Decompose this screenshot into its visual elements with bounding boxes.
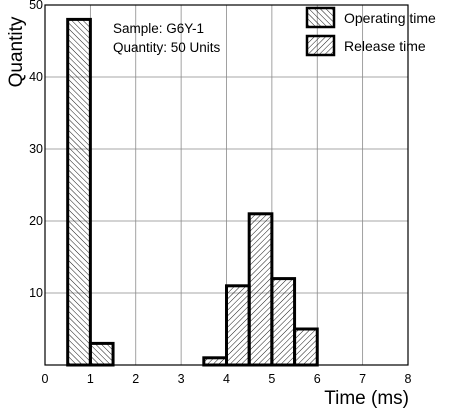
grid-lines [45, 5, 408, 365]
x-tick-label: 5 [268, 372, 275, 386]
bar-release [225, 284, 251, 367]
bar-release [247, 212, 274, 367]
y-tick-label: 50 [29, 0, 43, 12]
bar-release [202, 356, 228, 367]
y-tick-label: 40 [29, 70, 43, 84]
plot-frame [44, 4, 409, 366]
y-tick-label: 20 [29, 214, 43, 228]
y-axis-label: Quantity [6, 16, 27, 87]
bar-operating [88, 341, 115, 367]
y-tick-label: 30 [29, 142, 43, 156]
x-tick-label: 0 [42, 372, 49, 386]
x-axis-label: Time (ms) [324, 388, 409, 409]
x-tick-label: 6 [314, 372, 321, 386]
x-tick-label: 2 [132, 372, 139, 386]
legend-label-operating: Operating time [344, 10, 436, 26]
legend-swatch-release [305, 34, 336, 57]
bars [66, 17, 319, 367]
bar-release [270, 277, 297, 367]
x-tick-label: 7 [359, 372, 366, 386]
x-tick-label: 1 [87, 372, 94, 386]
y-tick-label: 10 [29, 286, 43, 300]
bar-release [293, 327, 319, 367]
legend: Operating time Release time [305, 6, 436, 57]
legend-label-release: Release time [344, 38, 426, 54]
annotation-sample: Sample: G6Y-1 [113, 21, 204, 36]
x-tick-label: 3 [178, 372, 185, 386]
legend-swatch-operating [305, 6, 336, 29]
x-tick-label: 8 [405, 372, 412, 386]
bar-operating [66, 17, 92, 367]
x-tick-label: 4 [223, 372, 230, 386]
annotation-quantity: Quantity: 50 Units [113, 40, 221, 55]
tick-labels: 0 1 2 3 4 5 6 7 8 10 20 30 40 50 [29, 0, 411, 386]
